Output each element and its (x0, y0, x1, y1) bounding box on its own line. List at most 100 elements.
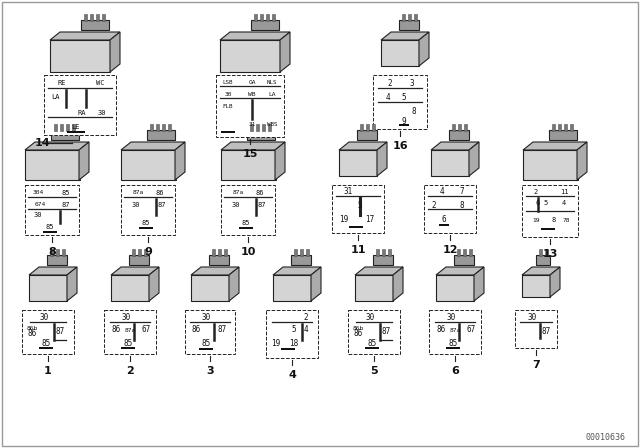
Polygon shape (111, 267, 159, 275)
Polygon shape (25, 142, 89, 150)
Text: LA: LA (52, 94, 60, 100)
Text: 2: 2 (126, 366, 134, 376)
Bar (66, 124, 69, 131)
Text: 5: 5 (358, 201, 362, 210)
Text: 30: 30 (40, 314, 49, 323)
Text: 19: 19 (339, 215, 349, 224)
Polygon shape (149, 267, 159, 301)
Bar (25, 185, 79, 235)
Bar (54, 124, 57, 131)
Bar (424, 185, 476, 233)
Bar (29, 275, 67, 301)
Bar (414, 14, 417, 21)
Bar (522, 185, 578, 237)
Bar (25, 150, 80, 180)
Text: 8: 8 (412, 107, 416, 116)
Text: RA: RA (77, 110, 86, 116)
Text: LE: LE (72, 124, 80, 130)
Text: 85: 85 (42, 340, 51, 349)
Bar (51, 130, 79, 140)
Text: 7: 7 (532, 360, 540, 370)
Text: 15: 15 (243, 149, 258, 159)
Bar (366, 124, 369, 131)
Polygon shape (311, 267, 321, 301)
Text: OA: OA (248, 79, 256, 85)
Polygon shape (474, 267, 484, 301)
Polygon shape (381, 32, 429, 40)
Text: 11: 11 (350, 245, 365, 255)
Bar (339, 150, 377, 176)
Text: 86: 86 (28, 328, 36, 337)
Bar (256, 124, 259, 131)
Text: 674: 674 (35, 202, 45, 207)
Bar (239, 227, 253, 229)
Text: 87: 87 (258, 202, 266, 208)
Text: 87: 87 (541, 327, 550, 336)
Polygon shape (273, 267, 321, 275)
Bar (431, 150, 469, 176)
Text: 6: 6 (451, 366, 459, 376)
Bar (221, 185, 275, 235)
Text: 87: 87 (61, 202, 70, 208)
Text: 30: 30 (365, 314, 374, 323)
Text: 304: 304 (33, 190, 44, 195)
Text: 11: 11 (560, 189, 568, 195)
Text: 86b: 86b (26, 326, 38, 331)
Bar (260, 14, 263, 21)
Bar (570, 124, 573, 131)
Text: 30: 30 (527, 313, 536, 322)
Text: NLS: NLS (267, 79, 277, 85)
Text: 86: 86 (436, 326, 445, 335)
Bar (439, 224, 449, 226)
Text: 87a: 87a (132, 190, 143, 195)
Bar (147, 130, 175, 140)
Polygon shape (229, 267, 239, 301)
Bar (72, 124, 75, 131)
Bar (47, 255, 67, 265)
Text: 30: 30 (122, 314, 131, 323)
Bar (545, 249, 548, 256)
Bar (168, 124, 171, 131)
Text: 3: 3 (410, 78, 414, 87)
Polygon shape (50, 32, 120, 40)
Bar (355, 275, 393, 301)
Text: 86: 86 (256, 190, 264, 196)
Text: 30: 30 (202, 313, 211, 322)
Bar (523, 150, 578, 180)
Bar (332, 185, 384, 233)
Text: 85: 85 (45, 224, 54, 230)
Bar (564, 124, 567, 131)
Text: 2: 2 (388, 78, 392, 87)
Text: WB: WB (248, 91, 256, 96)
Text: 86: 86 (156, 190, 164, 196)
Bar (446, 347, 460, 349)
Bar (558, 124, 561, 131)
Bar (191, 275, 229, 301)
Text: 85: 85 (367, 340, 376, 349)
Bar (39, 347, 53, 349)
Text: 31: 31 (248, 122, 256, 128)
Bar (373, 75, 427, 129)
Bar (273, 275, 311, 301)
Polygon shape (419, 32, 429, 66)
Text: 30: 30 (446, 314, 456, 323)
Bar (388, 249, 391, 256)
Bar (129, 255, 149, 265)
Bar (144, 249, 147, 256)
Polygon shape (522, 267, 560, 275)
Bar (221, 150, 276, 180)
Text: 10: 10 (240, 247, 256, 257)
Bar (552, 124, 555, 131)
Bar (272, 14, 275, 21)
Bar (372, 124, 375, 131)
Text: 3: 3 (206, 366, 214, 376)
Bar (102, 14, 105, 21)
Bar (300, 249, 303, 256)
Text: 87a: 87a (232, 190, 244, 195)
Bar (216, 75, 284, 137)
Polygon shape (275, 142, 285, 180)
Text: WBS: WBS (267, 122, 277, 128)
Bar (365, 347, 379, 349)
Bar (463, 249, 466, 256)
Bar (348, 310, 400, 354)
